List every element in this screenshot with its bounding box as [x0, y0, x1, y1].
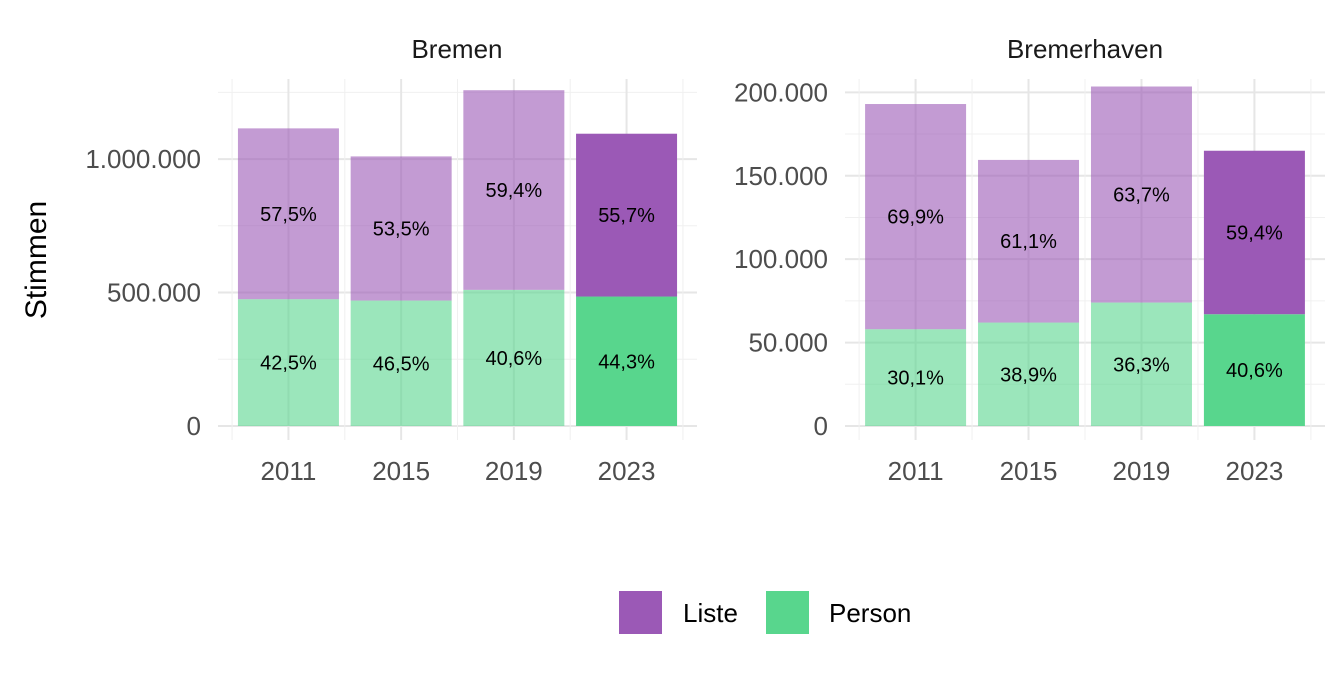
panel-0-strip-title: Bremen	[411, 34, 502, 64]
panel-0-bar-label: 42,5%	[260, 353, 317, 375]
panel-1-bar-person	[1090, 302, 1192, 426]
legend-key-liste	[619, 591, 662, 634]
panel-0-x-tick-label: 2015	[372, 456, 430, 486]
panel-1-y-tick-label: 0	[814, 411, 828, 441]
panel-1-strip-title: Bremerhaven	[1007, 34, 1163, 64]
panel-0-bar-liste	[463, 90, 565, 290]
panel-1-bar-liste	[1090, 86, 1192, 303]
panel-1-bar-label: 61,1%	[1000, 231, 1057, 253]
panel-1-y-tick-label: 100.000	[734, 244, 828, 274]
panel-1-bar-label: 38,9%	[1000, 364, 1057, 386]
panel-1-bar-label: 30,1%	[887, 368, 944, 390]
panel-1-x-tick-label: 2023	[1225, 456, 1283, 486]
panel-0-bar-label: 59,4%	[485, 180, 542, 202]
panel-0-bar-liste	[576, 133, 678, 297]
panel-1-bar-person	[865, 329, 967, 426]
panel-1-bar-person	[978, 322, 1080, 426]
panel-1-y-tick-label: 150.000	[734, 161, 828, 191]
panel-0-bar-label: 40,6%	[485, 348, 542, 370]
panel-0-bar-person	[576, 296, 678, 426]
panel-0-bar-liste	[237, 128, 339, 300]
panel-0-y-tick-label: 500.000	[107, 278, 201, 308]
panel-1-bar-person	[1203, 314, 1305, 426]
y-axis-title: Stimmen	[20, 201, 53, 319]
panel-0-bar-label: 57,5%	[260, 204, 317, 226]
panel-0-y-tick-label: 1.000.000	[85, 144, 201, 174]
panel-0-x-tick-label: 2011	[260, 456, 316, 486]
panel-0-bar-person	[350, 300, 452, 426]
panel-1-y-tick-label: 200.000	[734, 77, 828, 107]
panel-0-bar-liste	[350, 156, 452, 301]
panel-0-bar-person	[463, 289, 565, 426]
panel-1-x-tick-label: 2015	[1000, 456, 1058, 486]
panel-1-x-tick-label: 2019	[1113, 456, 1171, 486]
panel-0-bar-person	[237, 299, 339, 426]
panel-1-bar-label: 59,4%	[1226, 222, 1283, 244]
panel-0-x-tick-label: 2023	[598, 456, 656, 486]
panel-1-bar-label: 63,7%	[1113, 185, 1170, 207]
panel-0-y-tick-label: 0	[187, 411, 201, 441]
panel-1-bar-label: 36,3%	[1113, 354, 1170, 376]
panel-1-bar-liste	[1203, 150, 1305, 315]
panel-1-y-tick-label: 50.000	[748, 328, 828, 358]
panel-1-bar-liste	[865, 104, 967, 330]
legend-label-person: Person	[829, 598, 911, 628]
panel-1-bar-label: 40,6%	[1226, 360, 1283, 382]
panel-0-bar-label: 44,3%	[598, 351, 655, 373]
panel-0-x-tick-label: 2019	[485, 456, 543, 486]
legend-key-person	[766, 591, 809, 634]
panel-0-bar-label: 53,5%	[373, 218, 430, 240]
panel-0-bar-label: 46,5%	[373, 353, 430, 375]
panel-1-x-tick-label: 2011	[888, 456, 944, 486]
panel-1-bar-liste	[978, 159, 1080, 323]
legend-label-liste: Liste	[683, 598, 738, 628]
panel-0-bar-label: 55,7%	[598, 205, 655, 227]
panel-1-bar-label: 69,9%	[887, 207, 944, 229]
